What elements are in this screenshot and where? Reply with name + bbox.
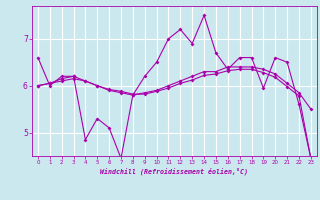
X-axis label: Windchill (Refroidissement éolien,°C): Windchill (Refroidissement éolien,°C)	[100, 168, 248, 175]
